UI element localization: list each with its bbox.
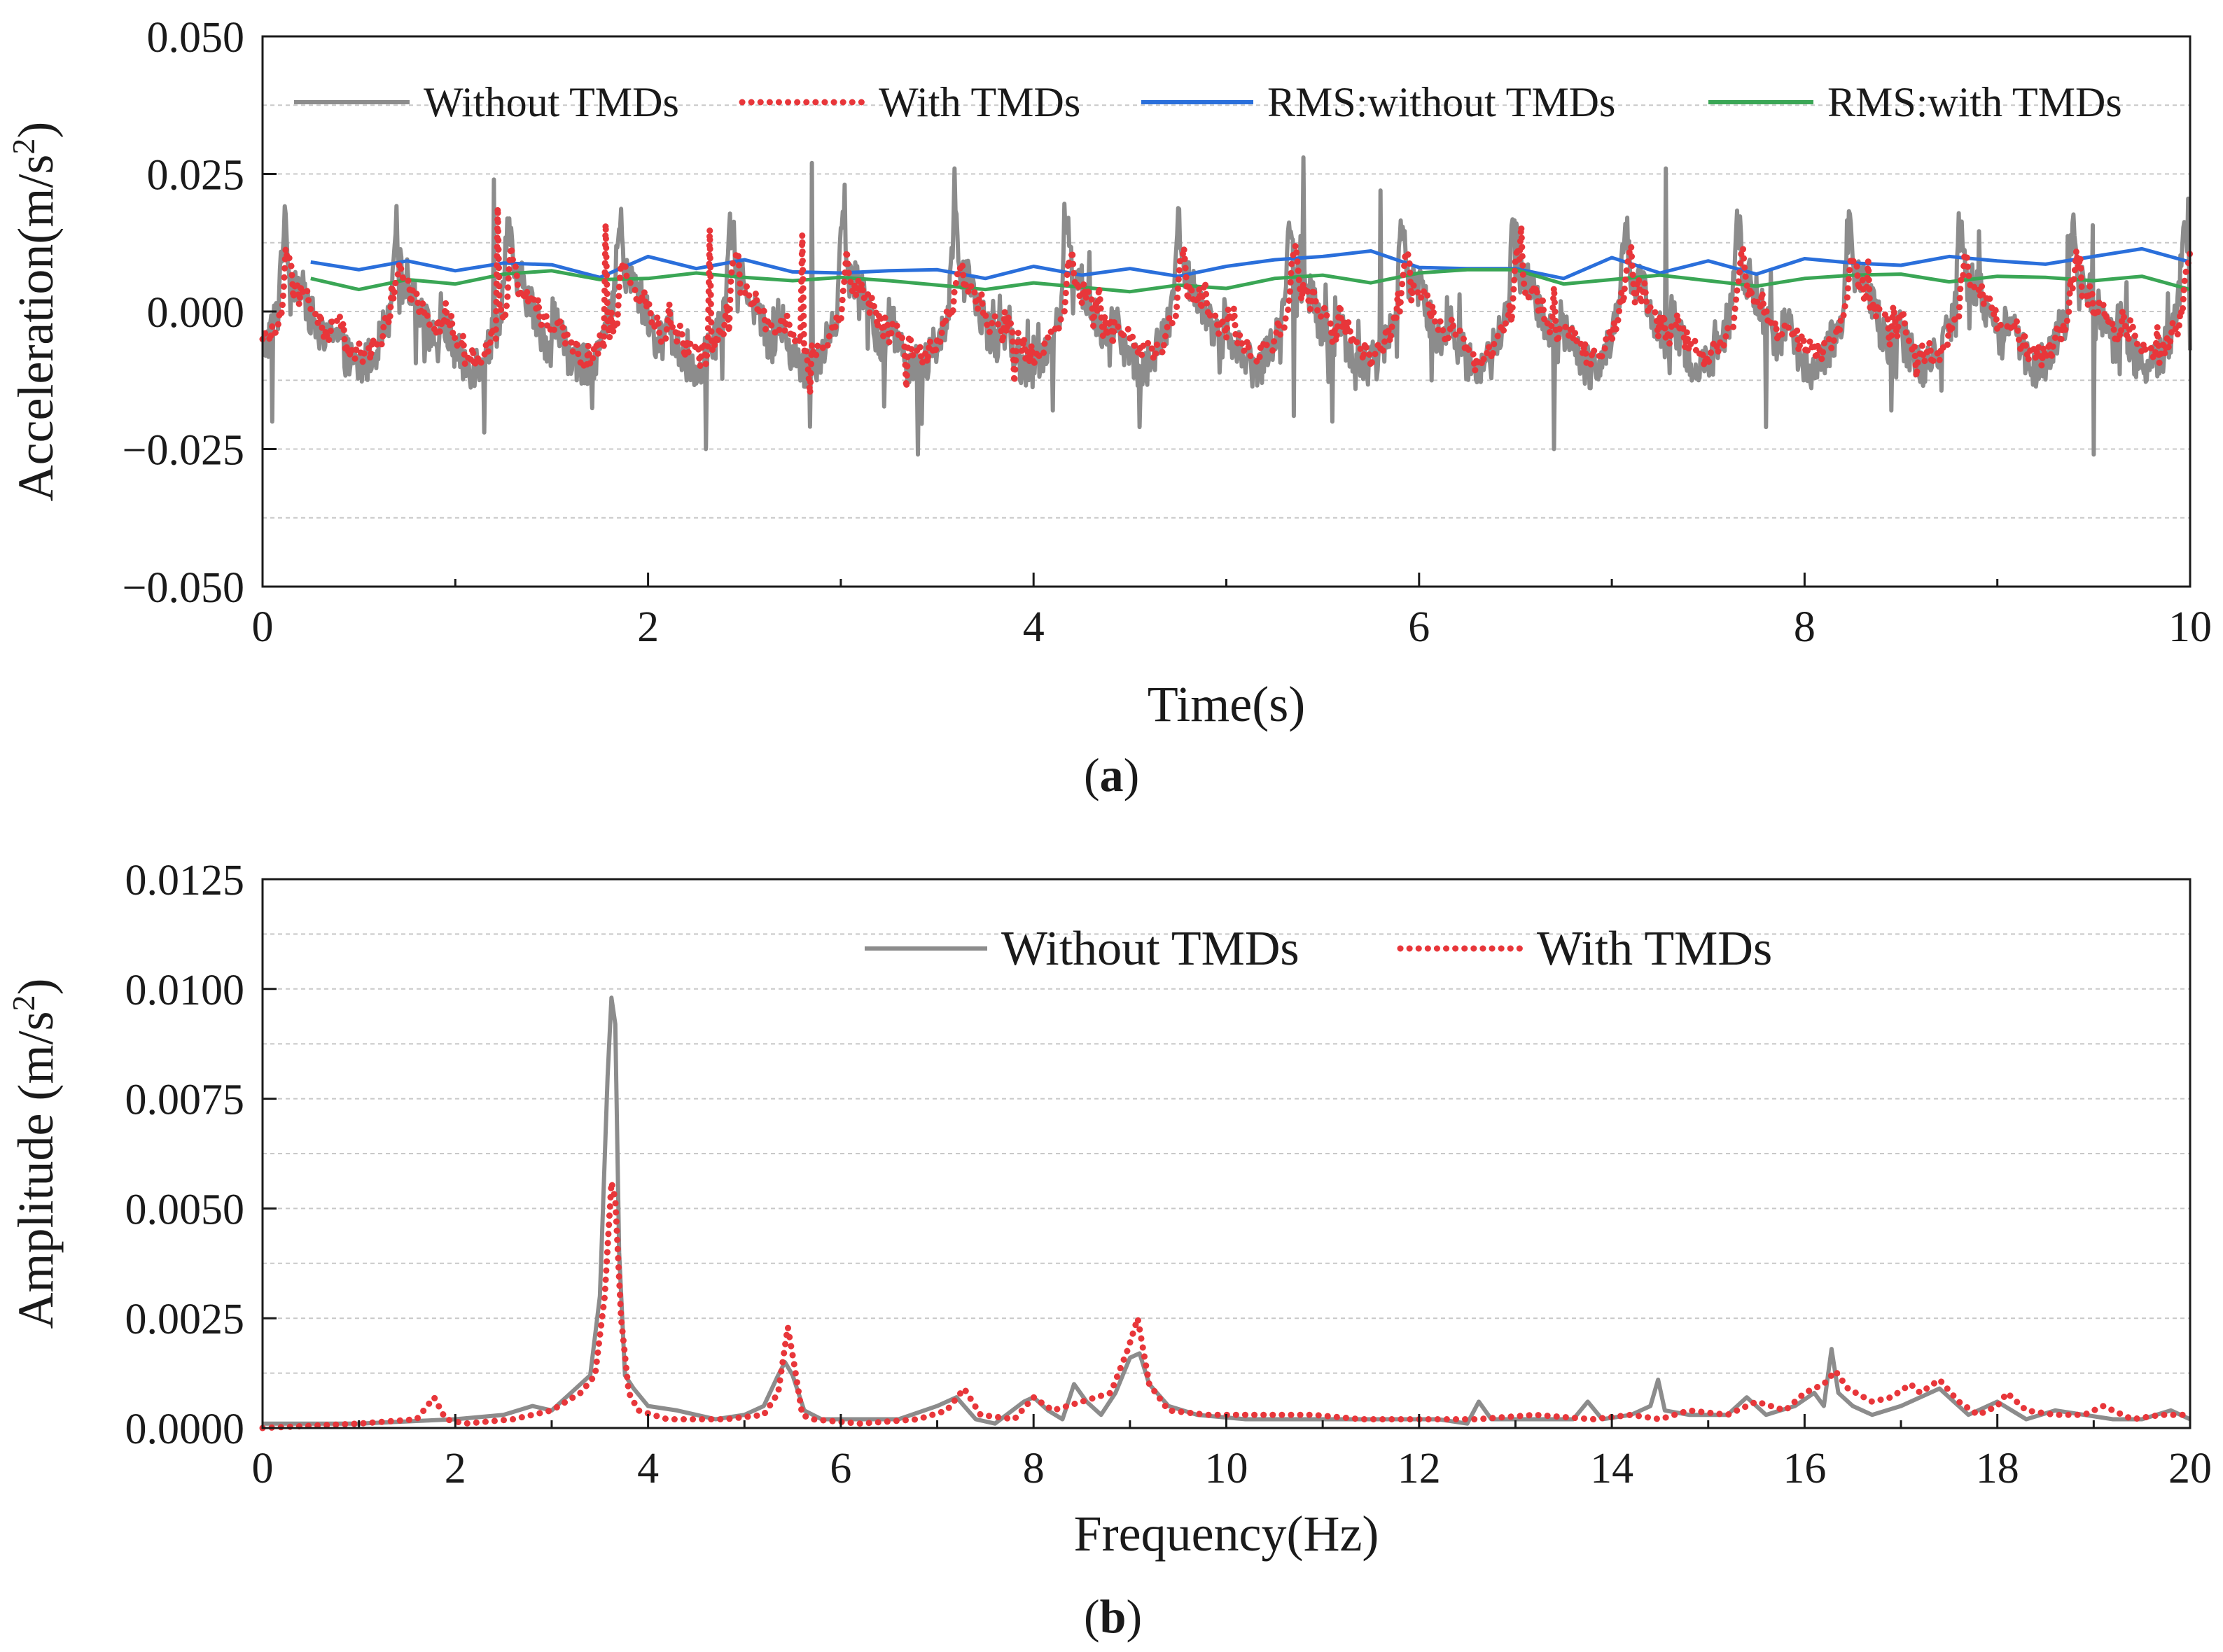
chart-b-y-label-superscript: 2 <box>6 995 41 1011</box>
chart-a-series-with <box>259 204 2194 398</box>
chart-a-xtick-label-1: 2 <box>637 603 659 651</box>
chart-b-xtick-label-0: 0 <box>252 1445 274 1492</box>
chart-b-xtick-label-8: 16 <box>1783 1445 1826 1492</box>
chart-a-xtick-label-0: 0 <box>252 603 274 651</box>
chart-a-ytick-label-3: −0.025 <box>123 427 244 475</box>
chart-a-legend: Without TMDs With TMDs RMS:without TMDs RMS… <box>294 79 2122 125</box>
chart-a-axis-ticks: 0 2 4 6 8 10 0.050 0.025 0.000 −0.025 −0.050 <box>123 14 2212 651</box>
chart-b-xtick-label-3: 6 <box>830 1445 851 1492</box>
chart-a-y-label-main: Acceleration(m/s <box>8 155 64 502</box>
chart-panel-b: 0 2 4 6 8 10 12 14 16 18 20 0.0125 0.0100 0.0075 0.005… <box>6 857 2212 1562</box>
chart-b-xtick-label-6: 12 <box>1398 1445 1441 1492</box>
chart-a-y-label-superscript: 2 <box>6 139 41 155</box>
chart-b-xtick-label-7: 14 <box>1590 1445 1633 1492</box>
chart-a-ytick-label-4: −0.050 <box>123 564 244 612</box>
chart-a-xtick-label-4: 8 <box>1794 603 1816 651</box>
chart-a-ytick-label-0: 0.050 <box>147 14 245 62</box>
chart-b-xtick-label-1: 2 <box>445 1445 466 1492</box>
chart-b-y-label-main: Amplitude (m/s <box>8 1011 64 1329</box>
caption-a-letter: a <box>1099 748 1124 802</box>
chart-b-ytick-label-1: 0.0100 <box>125 967 245 1014</box>
chart-a-y-axis-label: Acceleration(m/s2) <box>6 122 64 502</box>
chart-b-legend-label-without: Without TMDs <box>1001 922 1299 976</box>
chart-a-legend-label-with: With TMDs <box>879 79 1080 125</box>
chart-b-axis-ticks: 0 2 4 6 8 10 12 14 16 18 20 0.0125 0.0100 0.0075 0.005… <box>125 857 2212 1492</box>
chart-a-series-rms-with <box>310 267 2191 294</box>
chart-a-legend-label-without: Without TMDs <box>424 79 679 125</box>
chart-b-series-without <box>263 995 2191 1426</box>
chart-b-x-axis-label: Frequency(Hz) <box>1074 1506 1379 1562</box>
chart-a-xtick-label-2: 4 <box>1023 603 1045 651</box>
chart-b-xtick-label-5: 10 <box>1205 1445 1248 1492</box>
chart-b-ytick-label-0: 0.0125 <box>125 857 245 904</box>
chart-a-legend-label-rms-with: RMS:with TMDs <box>1827 79 2122 125</box>
chart-a-ytick-label-2: 0.000 <box>147 289 245 337</box>
chart-a-ytick-label-1: 0.025 <box>147 152 245 200</box>
chart-b-series-group <box>259 995 2194 1432</box>
chart-b-xtick-label-4: 8 <box>1023 1445 1045 1492</box>
chart-b-ytick-label-5: 0.0000 <box>125 1406 245 1453</box>
chart-a-y-label-end: ) <box>8 122 64 139</box>
chart-b-xtick-label-2: 4 <box>637 1445 659 1492</box>
chart-a-xtick-label-3: 6 <box>1408 603 1430 651</box>
chart-b-ytick-label-3: 0.0050 <box>125 1186 245 1233</box>
chart-b-legend-label-with: With TMDs <box>1537 922 1772 976</box>
chart-b-y-axis-label: Amplitude (m/s2) <box>6 979 64 1329</box>
chart-panel-a: 0 2 4 6 8 10 0.050 0.025 0.000 −0.025 −0.050 Witho… <box>6 14 2212 732</box>
caption-b: (b) <box>1084 1590 1143 1643</box>
chart-b-series-with <box>259 1179 2194 1432</box>
chart-b-gridlines <box>263 933 2190 1374</box>
chart-a-xtick-label-5: 10 <box>2168 603 2212 651</box>
chart-a-series-group <box>259 155 2194 457</box>
chart-a-legend-label-rms-without: RMS:without TMDs <box>1267 79 1615 125</box>
chart-b-legend: Without TMDs With TMDs <box>865 922 1772 976</box>
chart-a-series-without <box>260 155 2192 457</box>
chart-b-xtick-label-10: 20 <box>2168 1445 2212 1492</box>
caption-b-letter: b <box>1099 1590 1127 1643</box>
caption-a: (a) <box>1084 748 1140 802</box>
chart-b-ytick-label-2: 0.0075 <box>125 1077 245 1124</box>
chart-b-xtick-label-9: 18 <box>1976 1445 2019 1492</box>
chart-b-y-label-end: ) <box>8 979 64 995</box>
chart-a-x-axis-label: Time(s) <box>1148 676 1305 732</box>
chart-b-ytick-label-4: 0.0025 <box>125 1296 245 1343</box>
